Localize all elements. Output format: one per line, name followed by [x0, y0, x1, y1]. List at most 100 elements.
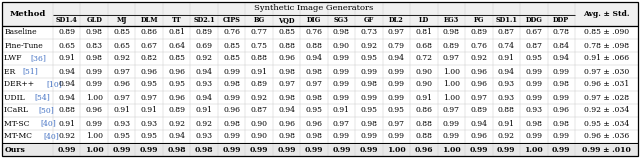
Text: 1.00: 1.00	[387, 145, 406, 153]
Text: 0.98: 0.98	[86, 54, 102, 62]
Bar	[2, 78, 53, 91]
Text: 0.95: 0.95	[168, 80, 185, 89]
Bar	[136, 91, 163, 104]
Text: 0.82: 0.82	[141, 54, 157, 62]
Bar	[355, 117, 383, 130]
Text: 0.89: 0.89	[58, 29, 76, 37]
Bar	[575, 130, 638, 143]
Text: 0.98: 0.98	[223, 80, 240, 89]
Text: 0.81: 0.81	[168, 29, 185, 37]
Bar	[438, 78, 465, 91]
Bar	[300, 104, 328, 117]
Bar	[520, 130, 548, 143]
Bar	[300, 143, 328, 156]
Bar	[328, 39, 355, 52]
Bar	[410, 26, 438, 39]
Text: 0.99: 0.99	[388, 80, 405, 89]
Bar	[493, 78, 520, 91]
Text: 0.98: 0.98	[278, 94, 295, 102]
Text: 0.94: 0.94	[168, 132, 185, 140]
Bar	[410, 65, 438, 78]
Bar	[383, 26, 410, 39]
Text: 0.99: 0.99	[360, 67, 378, 75]
Bar	[163, 15, 190, 26]
Text: 0.96: 0.96	[86, 107, 102, 115]
Text: 0.65: 0.65	[58, 42, 76, 49]
Bar	[438, 117, 465, 130]
Bar	[245, 39, 273, 52]
Text: 0.88: 0.88	[415, 132, 433, 140]
Text: 0.99: 0.99	[113, 145, 131, 153]
Bar	[163, 78, 190, 91]
Bar	[575, 2, 638, 26]
Bar	[548, 91, 575, 104]
Bar	[163, 143, 190, 156]
Text: 0.93: 0.93	[113, 120, 131, 127]
Bar	[273, 91, 300, 104]
Bar	[300, 15, 328, 26]
Text: 0.98: 0.98	[278, 67, 295, 75]
Text: 0.94: 0.94	[196, 94, 212, 102]
Bar	[355, 15, 383, 26]
Bar	[383, 91, 410, 104]
Text: 0.76: 0.76	[470, 42, 487, 49]
Bar	[245, 26, 273, 39]
Text: 0.87: 0.87	[525, 42, 542, 49]
Text: 0.87: 0.87	[250, 107, 268, 115]
Text: 0.99: 0.99	[332, 145, 351, 153]
Text: 1.00: 1.00	[442, 145, 461, 153]
Text: 0.98: 0.98	[333, 29, 350, 37]
Bar	[438, 39, 465, 52]
Bar	[383, 130, 410, 143]
Bar	[520, 78, 548, 91]
Text: 0.69: 0.69	[196, 42, 212, 49]
Bar	[245, 65, 273, 78]
Text: 0.96: 0.96	[553, 107, 570, 115]
Bar	[53, 2, 575, 15]
Bar	[163, 130, 190, 143]
Bar	[300, 65, 328, 78]
Text: 0.89: 0.89	[470, 29, 487, 37]
Bar	[520, 52, 548, 65]
Bar	[273, 39, 300, 52]
Bar	[465, 130, 493, 143]
Text: 0.74: 0.74	[498, 42, 515, 49]
Text: 0.88: 0.88	[305, 42, 323, 49]
Bar	[355, 143, 383, 156]
Text: 0.92: 0.92	[168, 120, 185, 127]
Bar	[81, 117, 108, 130]
Bar	[163, 26, 190, 39]
Text: 0.96: 0.96	[113, 80, 130, 89]
Bar	[190, 78, 218, 91]
Bar	[493, 117, 520, 130]
Text: Method: Method	[10, 10, 45, 18]
Bar	[575, 117, 638, 130]
Bar	[53, 91, 81, 104]
Text: 0.97: 0.97	[443, 107, 460, 115]
Text: BG: BG	[253, 17, 265, 25]
Text: 0.92: 0.92	[250, 94, 268, 102]
Text: 0.92: 0.92	[498, 132, 515, 140]
Text: 0.88: 0.88	[250, 54, 268, 62]
Bar	[273, 104, 300, 117]
Bar	[355, 104, 383, 117]
Bar	[163, 39, 190, 52]
Text: 0.97: 0.97	[278, 80, 295, 89]
Bar	[355, 65, 383, 78]
Text: 0.94: 0.94	[58, 94, 76, 102]
Text: DDP: DDP	[553, 17, 570, 25]
Text: 0.94: 0.94	[470, 120, 487, 127]
Text: 0.92: 0.92	[470, 54, 487, 62]
Bar	[81, 91, 108, 104]
Bar	[218, 91, 245, 104]
Text: 0.96: 0.96	[470, 67, 487, 75]
Bar	[163, 117, 190, 130]
Text: 0.99: 0.99	[305, 145, 323, 153]
Text: 0.91: 0.91	[498, 54, 515, 62]
Text: DDG: DDG	[525, 17, 542, 25]
Text: 0.98: 0.98	[360, 80, 378, 89]
Bar	[218, 143, 245, 156]
Text: [54]: [54]	[34, 94, 50, 102]
Text: 0.94: 0.94	[278, 107, 295, 115]
Bar	[108, 26, 136, 39]
